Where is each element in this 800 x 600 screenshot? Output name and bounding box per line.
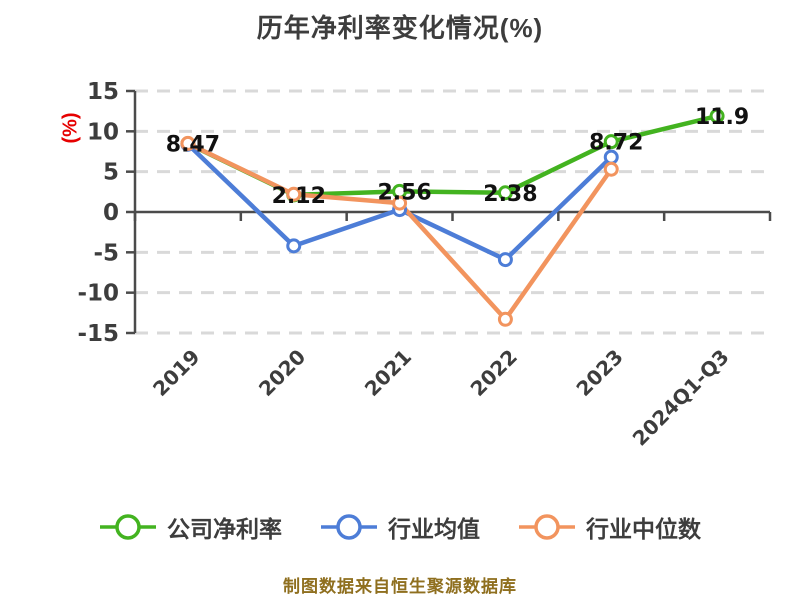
point-value-label: 2.38 [483, 182, 537, 207]
data-points-group [180, 108, 725, 327]
data-point-industry-median [286, 186, 302, 202]
chart-title: 历年净利率变化情况(%) [256, 13, 544, 43]
x-tick-label: 2022 [466, 345, 522, 401]
data-point-industry-mean [286, 238, 302, 254]
legend-item-company-net-margin[interactable]: 公司净利率 [99, 510, 282, 544]
data-point-industry-mean [497, 252, 513, 268]
point-labels-group: 8.47 2.12 2.56 2.38 8.72 11.9 [166, 105, 749, 209]
y-tick-label: 10 [87, 119, 119, 145]
x-tick-label: 2020 [254, 345, 310, 401]
y-tick-label: -5 [93, 240, 119, 266]
y-tick-label: 5 [103, 160, 119, 186]
legend-item-industry-mean[interactable]: 行业均值 [320, 510, 480, 544]
data-source-note: 制图数据来自恒生聚源数据库 [283, 577, 517, 596]
chart-legend: 公司净利率 行业均值 行业中位数 [0, 510, 800, 544]
data-point-industry-median [392, 195, 408, 211]
legend-label-company-net-margin: 公司净利率 [167, 516, 282, 542]
y-tick-label: -15 [77, 321, 119, 347]
point-value-label: 2.56 [377, 180, 431, 205]
gridlines-group [135, 89, 770, 335]
data-point-industry-median [603, 161, 619, 177]
legend-item-industry-median[interactable]: 行业中位数 [518, 510, 701, 544]
industry-mean-series-marker-icon [321, 514, 377, 540]
data-point-company-net-margin [497, 185, 513, 201]
industry-median-series-marker-icon [519, 514, 575, 540]
company-series-marker-icon [100, 514, 156, 540]
x-tick-label: 2023 [571, 345, 627, 401]
data-point-company-net-margin [709, 108, 725, 124]
y-tick-label: 15 [87, 79, 119, 105]
y-tick-label: 0 [103, 200, 119, 226]
x-tick-label: 2024Q1-Q3 [628, 345, 734, 451]
data-point-company-net-margin [603, 134, 619, 150]
legend-label-industry-median: 行业中位数 [586, 516, 701, 542]
data-point-industry-median [497, 311, 513, 327]
point-value-label: 11.9 [695, 105, 749, 130]
point-value-label: 8.47 [166, 133, 220, 158]
point-value-label: 2.12 [272, 184, 326, 209]
point-value-label: 8.72 [589, 131, 643, 156]
y-tick-label: -10 [77, 281, 119, 307]
x-tick-label: 2019 [148, 345, 204, 401]
legend-label-industry-mean: 行业均值 [388, 516, 480, 542]
x-tick-label: 2021 [360, 345, 416, 401]
data-point-industry-median [180, 135, 196, 151]
